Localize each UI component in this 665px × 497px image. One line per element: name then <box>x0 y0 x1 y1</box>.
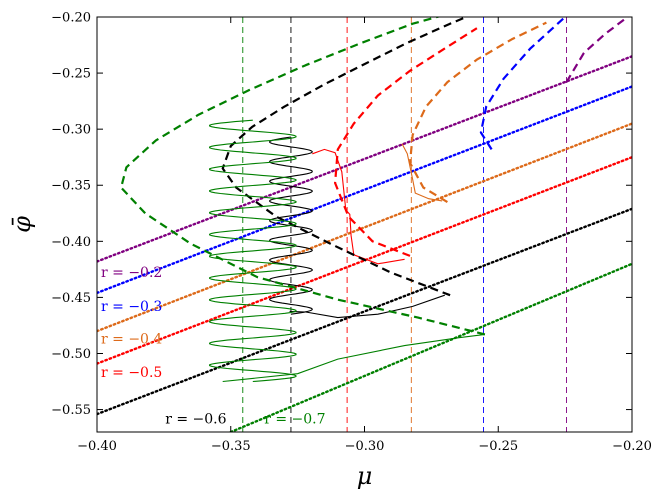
y-tick-label: −0.20 <box>51 11 91 26</box>
y-tick-label: −0.55 <box>51 403 91 418</box>
curve-label: r = −0.5 <box>101 365 162 381</box>
plot-data-group <box>97 17 632 432</box>
branch-curve-r03 <box>479 17 566 150</box>
curve-label: r = −0.7 <box>264 412 325 428</box>
curve-label: r = −0.4 <box>101 331 162 347</box>
branch-curve-r06 <box>221 17 470 297</box>
dotted-line-r02 <box>97 55 632 263</box>
dotted-line-r03 <box>97 85 632 295</box>
branch-curve-r07 <box>119 17 486 336</box>
trajectory-tail-r07 <box>222 333 485 383</box>
curve-label: r = −0.2 <box>101 265 162 281</box>
curve-label: r = −0.3 <box>101 299 162 315</box>
curve-label: r = −0.6 <box>165 412 226 428</box>
trajectory-r04 <box>401 143 443 202</box>
x-tick-label: −0.30 <box>345 439 385 454</box>
y-axis-title: φ̄ <box>8 216 36 233</box>
branch-curve-r02 <box>565 17 630 83</box>
x-tick-label: −0.20 <box>612 439 652 454</box>
branch-curve-r05 <box>334 27 478 257</box>
trajectory-r05 <box>312 148 405 265</box>
y-tick-label: −0.25 <box>51 67 91 82</box>
branch-curve-r04 <box>408 21 547 204</box>
y-tick-label: −0.50 <box>51 347 91 362</box>
dotted-line-r07 <box>229 262 632 432</box>
y-tick-label: −0.45 <box>51 291 91 306</box>
dotted-line-r04 <box>97 122 632 333</box>
trajectory-oscillation-r07 <box>209 119 297 383</box>
x-tick-label: −0.35 <box>211 439 251 454</box>
y-tick-label: −0.30 <box>51 123 91 138</box>
x-tick-label: −0.40 <box>77 439 117 454</box>
x-axis-title: μ <box>357 462 373 490</box>
y-tick-label: −0.40 <box>51 235 91 250</box>
x-tick-label: −0.25 <box>478 439 518 454</box>
plot-frame <box>96 16 633 433</box>
dotted-line-r05 <box>97 155 632 365</box>
dotted-line-r06 <box>97 207 632 416</box>
trajectory-tail-r06 <box>289 294 445 319</box>
y-tick-label: −0.35 <box>51 179 91 194</box>
